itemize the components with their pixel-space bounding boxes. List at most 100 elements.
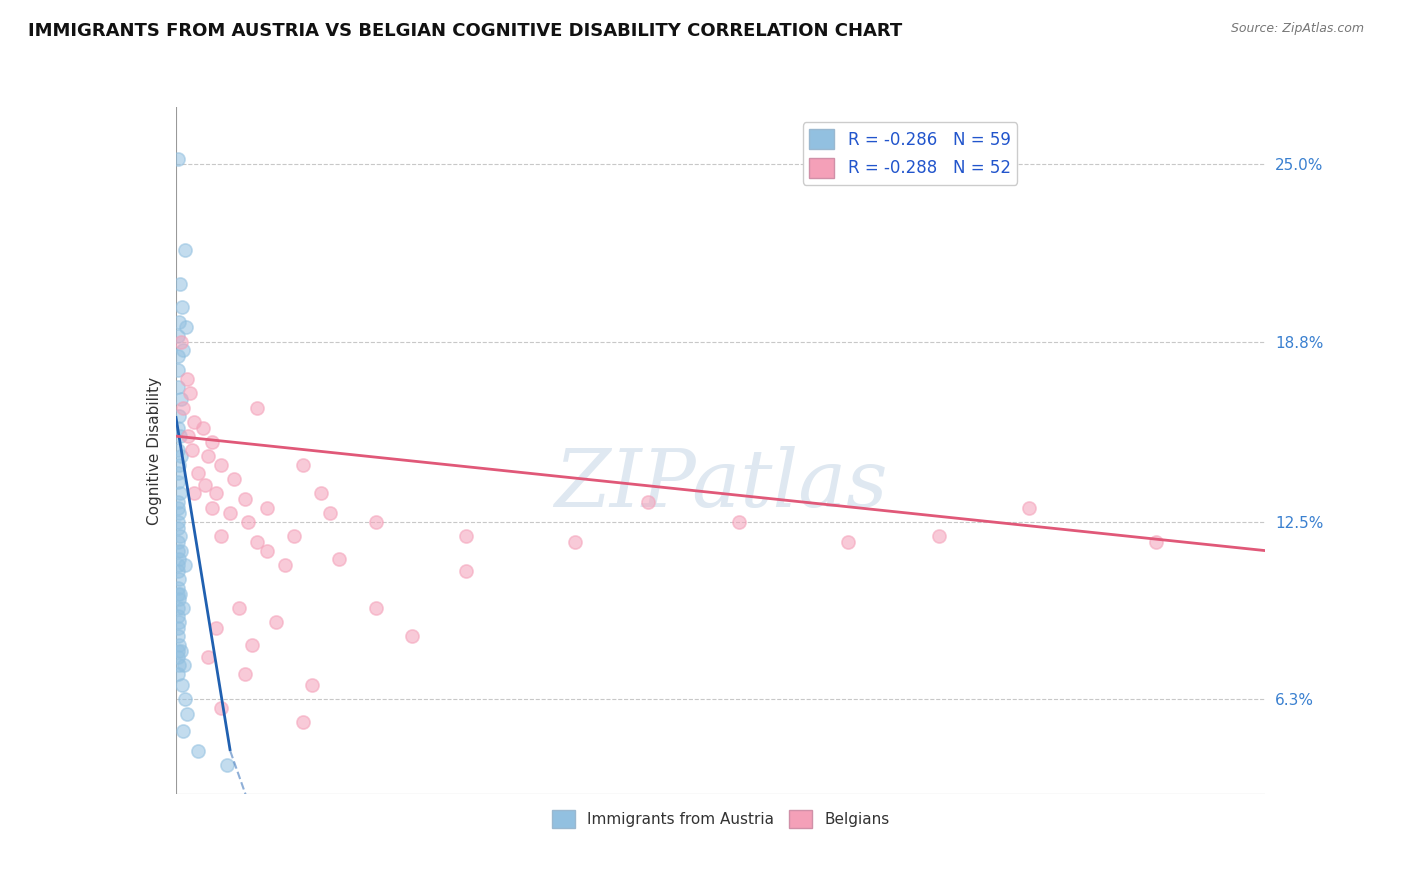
Point (172, 301, 194, 315)
Point (201, 500, 224, 515)
Point (167, 621, 190, 635)
Point (364, 515, 387, 529)
Point (167, 600, 190, 615)
Point (167, 581, 190, 595)
Text: ZIPatlas: ZIPatlas (554, 446, 887, 524)
Point (456, 564, 478, 578)
Point (197, 649, 219, 664)
Point (167, 644, 190, 658)
Text: IMMIGRANTS FROM AUSTRIA VS BELGIAN COGNITIVE DISABILITY CORRELATION CHART: IMMIGRANTS FROM AUSTRIA VS BELGIAN COGNI… (28, 22, 903, 40)
Point (169, 429, 191, 443)
Point (233, 492, 256, 507)
Point (727, 515, 749, 529)
Point (215, 758, 238, 772)
Point (172, 678, 194, 692)
Point (176, 706, 198, 721)
Point (222, 472, 245, 486)
Point (1146, 535, 1168, 549)
Point (172, 723, 194, 738)
Point (401, 630, 423, 644)
Point (456, 529, 478, 543)
Point (166, 475, 188, 489)
Point (167, 515, 190, 529)
Point (256, 543, 278, 558)
Text: Source: ZipAtlas.com: Source: ZipAtlas.com (1230, 22, 1364, 36)
Point (238, 515, 260, 529)
Point (837, 535, 859, 549)
Point (183, 415, 205, 429)
Point (166, 630, 188, 644)
Point (246, 535, 269, 549)
Legend: Immigrants from Austria, Belgians: Immigrants from Austria, Belgians (546, 804, 896, 834)
Point (637, 495, 659, 509)
Point (170, 334, 193, 349)
Point (169, 658, 191, 673)
Point (166, 564, 188, 578)
Point (240, 638, 263, 652)
Point (233, 666, 256, 681)
Point (328, 552, 350, 566)
Point (173, 692, 195, 706)
Point (170, 543, 193, 558)
Point (167, 495, 190, 509)
Point (274, 558, 297, 572)
Point (197, 449, 219, 463)
Y-axis label: Cognitive Disability: Cognitive Disability (146, 376, 162, 524)
Point (186, 744, 209, 758)
Point (169, 572, 191, 586)
Point (209, 529, 232, 543)
Point (170, 392, 193, 406)
Point (186, 467, 209, 481)
Point (167, 558, 190, 572)
Point (170, 644, 193, 658)
Point (169, 615, 191, 630)
Point (319, 507, 342, 521)
Point (291, 458, 314, 472)
Point (194, 478, 217, 492)
Point (166, 609, 188, 624)
Point (256, 500, 278, 515)
Point (172, 343, 194, 358)
Point (179, 386, 201, 401)
Point (169, 458, 191, 472)
Point (170, 449, 193, 463)
Point (173, 243, 195, 257)
Point (283, 529, 305, 543)
Point (201, 434, 224, 449)
Point (173, 558, 195, 572)
Point (169, 638, 191, 652)
Point (169, 586, 191, 600)
Point (167, 420, 190, 434)
Point (246, 401, 269, 415)
Point (364, 600, 387, 615)
Point (167, 467, 190, 481)
Point (172, 600, 194, 615)
Point (169, 529, 191, 543)
Point (564, 535, 586, 549)
Point (309, 486, 332, 500)
Point (167, 535, 190, 549)
Point (166, 521, 188, 535)
Point (172, 401, 194, 415)
Point (169, 486, 191, 500)
Point (291, 715, 314, 730)
Point (1018, 500, 1040, 515)
Point (219, 507, 242, 521)
Point (204, 621, 226, 635)
Point (169, 592, 191, 607)
Point (174, 320, 197, 334)
Point (169, 409, 191, 424)
Point (169, 277, 191, 292)
Point (173, 658, 195, 673)
Point (166, 380, 188, 394)
Point (169, 315, 191, 329)
Point (228, 600, 250, 615)
Point (166, 543, 188, 558)
Point (169, 507, 191, 521)
Point (166, 443, 188, 458)
Point (166, 649, 188, 664)
Point (176, 372, 198, 386)
Point (209, 458, 232, 472)
Point (167, 329, 190, 343)
Point (167, 152, 190, 166)
